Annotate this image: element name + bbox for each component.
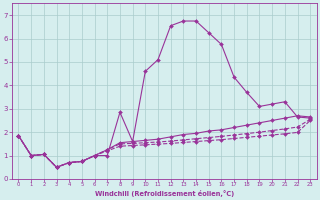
X-axis label: Windchill (Refroidissement éolien,°C): Windchill (Refroidissement éolien,°C) [95, 190, 234, 197]
